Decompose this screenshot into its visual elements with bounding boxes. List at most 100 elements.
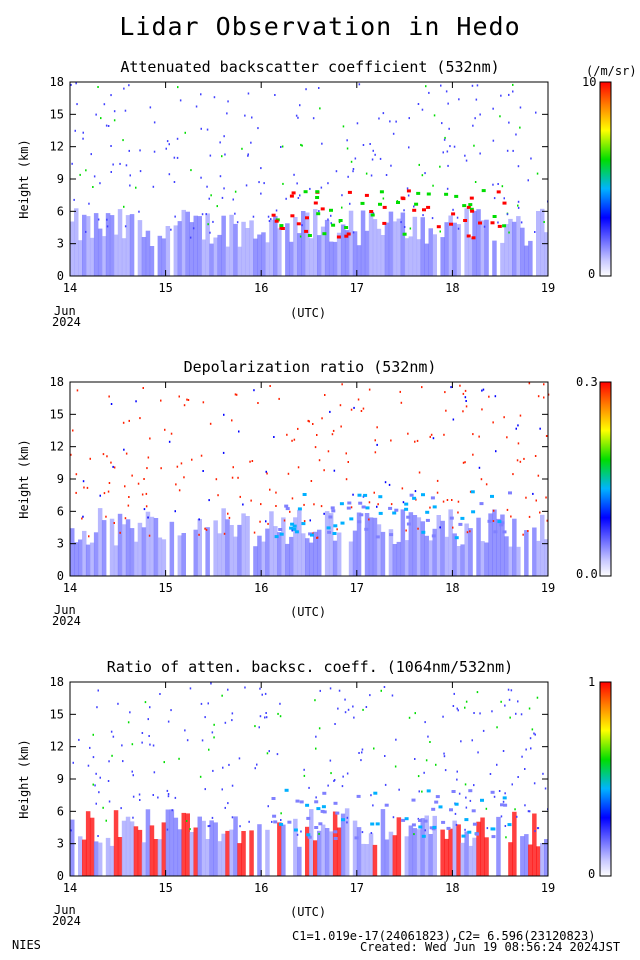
heatmap-cell bbox=[189, 222, 194, 276]
heatmap-cell bbox=[252, 215, 255, 218]
heatmap-cell bbox=[125, 164, 128, 167]
heatmap-cell bbox=[363, 493, 368, 497]
heatmap-cell bbox=[221, 788, 223, 791]
heatmap-cell bbox=[280, 812, 282, 815]
heatmap-cell bbox=[360, 210, 366, 276]
heatmap-cell bbox=[388, 211, 394, 276]
heatmap-cell bbox=[107, 780, 110, 782]
heatmap-cell bbox=[544, 839, 549, 876]
heatmap-cell bbox=[384, 803, 389, 807]
heatmap-cell bbox=[101, 520, 107, 576]
heatmap-cell bbox=[277, 822, 282, 876]
heatmap-cell bbox=[317, 235, 322, 276]
heatmap-cell bbox=[329, 687, 332, 690]
heatmap-cell bbox=[170, 228, 172, 231]
heatmap-cell bbox=[168, 440, 171, 443]
heatmap-cell bbox=[113, 522, 115, 524]
heatmap-cell bbox=[482, 388, 485, 391]
heatmap-cell bbox=[197, 519, 202, 576]
heatmap-cell bbox=[159, 693, 161, 695]
x-tick-label: 18 bbox=[445, 281, 459, 295]
heatmap-cell bbox=[166, 828, 169, 831]
heatmap-cell bbox=[157, 839, 163, 876]
heatmap-cell bbox=[215, 478, 218, 481]
heatmap-cell bbox=[528, 515, 531, 518]
heatmap-cell bbox=[425, 85, 427, 88]
heatmap-cell bbox=[500, 815, 503, 818]
heatmap-cell bbox=[477, 751, 479, 754]
heatmap-cell bbox=[245, 184, 248, 187]
heatmap-cell bbox=[313, 840, 318, 876]
heatmap-cell bbox=[444, 838, 449, 876]
heatmap-cell bbox=[331, 433, 334, 436]
heatmap-cell bbox=[197, 216, 202, 276]
heatmap-cell bbox=[92, 186, 94, 188]
heatmap-cell bbox=[92, 733, 94, 736]
heatmap-cell bbox=[532, 527, 537, 576]
heatmap-cell bbox=[187, 399, 190, 401]
heatmap-cell bbox=[123, 205, 125, 208]
heatmap-cell bbox=[277, 712, 279, 715]
heatmap-cell bbox=[446, 499, 449, 501]
heatmap-cell bbox=[464, 208, 469, 276]
heatmap-cell bbox=[341, 383, 343, 386]
heatmap-cell bbox=[184, 729, 186, 732]
heatmap-cell bbox=[213, 237, 218, 276]
heatmap-cell bbox=[153, 150, 156, 153]
heatmap-cell bbox=[253, 531, 256, 534]
heatmap-cell bbox=[519, 414, 522, 417]
heatmap-cell bbox=[186, 739, 189, 742]
heatmap-cell bbox=[133, 826, 139, 876]
heatmap-cell bbox=[458, 98, 460, 101]
heatmap-cell bbox=[533, 782, 536, 785]
heatmap-cell bbox=[501, 185, 504, 188]
heatmap-cell bbox=[420, 818, 425, 876]
heatmap-cell bbox=[137, 522, 143, 576]
heatmap-cell bbox=[272, 814, 277, 818]
heatmap-cell bbox=[492, 421, 494, 424]
heatmap-cell bbox=[175, 483, 177, 486]
heatmap-cell bbox=[236, 221, 239, 224]
heatmap-cell bbox=[515, 712, 517, 715]
heatmap-cell bbox=[300, 830, 302, 833]
heatmap-cell bbox=[382, 197, 385, 200]
heatmap-cell bbox=[473, 712, 475, 714]
heatmap-cell bbox=[146, 467, 148, 470]
heatmap-cell bbox=[362, 407, 365, 410]
heatmap-cell bbox=[379, 157, 382, 160]
heatmap-cell bbox=[451, 212, 456, 216]
heatmap-cell bbox=[330, 214, 332, 217]
heatmap-cell bbox=[226, 112, 228, 115]
heatmap-cell bbox=[516, 459, 519, 462]
heatmap-cell bbox=[332, 429, 335, 432]
heatmap-cell bbox=[174, 215, 176, 218]
heatmap-cell bbox=[149, 706, 151, 709]
heatmap-cell bbox=[88, 202, 90, 205]
heatmap-cell bbox=[231, 419, 233, 422]
heatmap-cell bbox=[480, 220, 485, 276]
heatmap-cell bbox=[189, 832, 194, 876]
heatmap-cell bbox=[380, 531, 386, 576]
heatmap-cell bbox=[260, 167, 262, 170]
heatmap-cell bbox=[545, 435, 548, 437]
heatmap-cell bbox=[128, 496, 130, 498]
heatmap-cell bbox=[478, 466, 481, 469]
heatmap-cell bbox=[261, 232, 266, 276]
heatmap-cell bbox=[340, 813, 346, 876]
y-axis-label: Height (km) bbox=[17, 139, 31, 218]
heatmap-cell bbox=[400, 221, 402, 224]
heatmap-cell bbox=[497, 224, 502, 228]
heatmap-cell bbox=[321, 417, 323, 420]
heatmap-cell bbox=[460, 842, 465, 876]
heatmap-cell bbox=[138, 210, 140, 213]
heatmap-cell bbox=[433, 114, 436, 117]
heatmap-cell bbox=[500, 700, 502, 703]
heatmap-cell bbox=[357, 493, 362, 497]
heatmap-cell bbox=[184, 131, 186, 134]
heatmap-cell bbox=[229, 525, 234, 576]
heatmap-cell bbox=[303, 774, 306, 777]
heatmap-cell bbox=[474, 181, 477, 183]
heatmap-cell bbox=[508, 546, 513, 576]
heatmap-cell bbox=[177, 221, 183, 276]
heatmap-cell bbox=[532, 492, 534, 495]
